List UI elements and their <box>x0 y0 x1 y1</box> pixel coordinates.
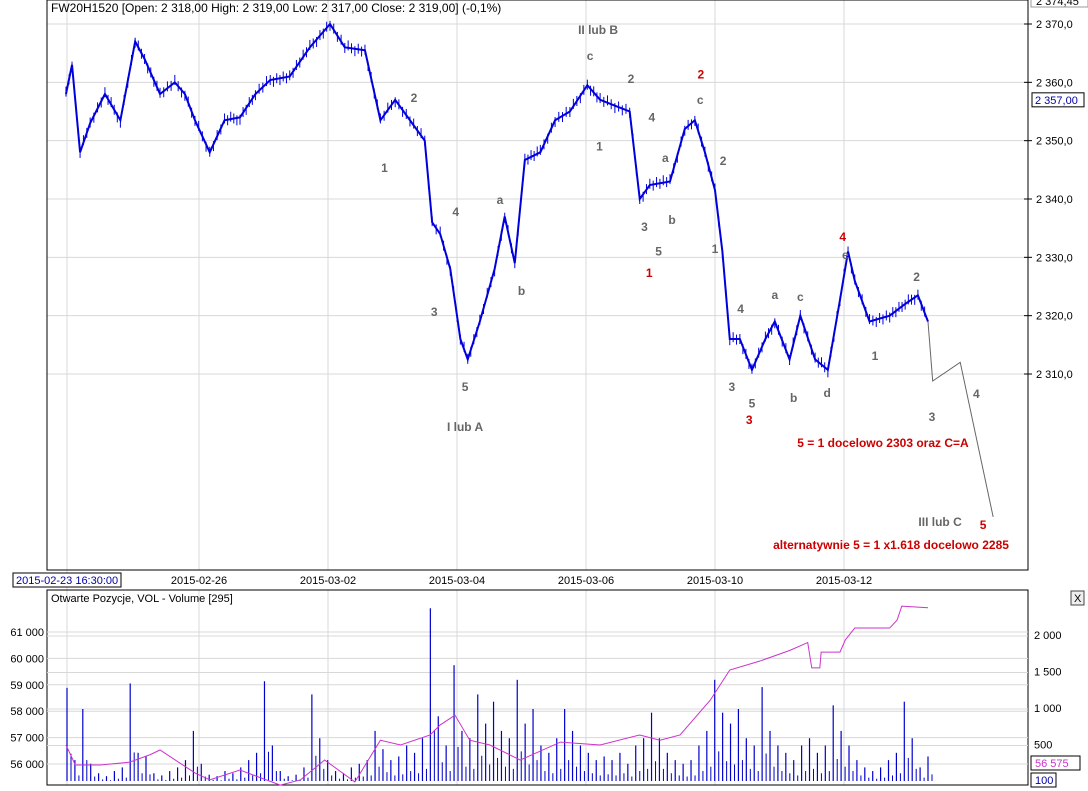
price-tick-label: 2 330,0 <box>1036 252 1073 264</box>
price-tick-label: 2 370,0 <box>1036 19 1073 31</box>
wave-annotation: 5 <box>980 518 987 532</box>
wave-annotation: 3 <box>746 413 753 427</box>
instrument-header: FW20H1520 [Open: 2 318,00 High: 2 319,00… <box>51 1 501 15</box>
wave-annotation: a <box>662 151 669 165</box>
price-top-box <box>1030 0 1088 8</box>
wave-annotation: 2 <box>913 270 920 284</box>
oi-tick-label: 57 000 <box>10 733 44 745</box>
volume-panel-title: Otwarte Pozycje, VOL - Volume [295] <box>51 593 233 605</box>
price-panel-frame <box>46 0 1029 571</box>
wave-annotation: 1 <box>596 139 603 153</box>
wave-annotation: 3 <box>431 305 438 319</box>
volume-value-box <box>1030 772 1057 788</box>
price-tick-label: 2 310,0 <box>1036 369 1073 381</box>
oi-tick-label: 58 000 <box>10 706 44 718</box>
wave-annotation: 3 <box>728 380 735 394</box>
oi-value-box <box>1030 755 1081 771</box>
wave-annotation: b <box>668 213 675 227</box>
wave-annotation: d <box>824 386 831 400</box>
wave-annotation: 4 <box>839 230 846 244</box>
time-tick-label: 2015-03-10 <box>687 575 743 587</box>
time-cursor-label: 2015-02-23 16:30:00 <box>16 575 118 587</box>
oi-tick-label: 59 000 <box>10 680 44 692</box>
price-tick-label: 2 320,0 <box>1036 311 1073 323</box>
wave-annotation: 5 <box>749 397 756 411</box>
wave-annotation: 2 <box>698 68 705 82</box>
volume-tick-label: 2 000 <box>1034 630 1062 642</box>
wave-annotation: 5 <box>655 244 662 258</box>
oi-tick-label: 60 000 <box>10 653 44 665</box>
wave-annotation: I lub A <box>447 420 484 434</box>
wave-annotation: 4 <box>452 205 459 219</box>
wave-annotation: 4 <box>973 387 980 401</box>
volume-panel-frame <box>46 589 1029 786</box>
projection-line <box>927 321 994 518</box>
time-tick-label: 2015-03-06 <box>558 575 614 587</box>
wave-annotation: 3 <box>929 410 936 424</box>
wave-annotation: 4 <box>737 302 744 316</box>
wave-annotation: 4 <box>649 110 656 124</box>
wave-annotation: b <box>518 284 525 298</box>
open-interest-line <box>65 605 929 786</box>
wave-annotation: c <box>697 93 704 107</box>
time-tick-label: 2015-03-12 <box>816 575 872 587</box>
oi-tick-label: 56 000 <box>10 759 44 771</box>
wave-annotation: III lub C <box>918 515 962 529</box>
time-tick-label: 2015-02-26 <box>171 575 227 587</box>
price-marker-label: 2 357,00 <box>1035 95 1078 107</box>
price-tick-label: 2 360,0 <box>1036 77 1073 89</box>
wave-annotation: 5 = 1 docelowo 2303 oraz C=A <box>797 436 969 450</box>
wave-annotation: 1 <box>872 349 879 363</box>
volume-tick-label: 500 <box>1034 740 1052 752</box>
volume-value-label: 100 <box>1035 775 1053 787</box>
price-top-label: 2 374,45 <box>1036 0 1079 8</box>
wave-annotation: a <box>771 288 778 302</box>
wave-annotation: II lub B <box>578 23 618 37</box>
wave-annotation: 2 <box>720 154 727 168</box>
wave-annotation: c <box>797 290 804 304</box>
close-icon[interactable]: X <box>1074 593 1082 605</box>
time-cursor-box <box>12 572 122 588</box>
wave-annotation: 2 <box>411 91 418 105</box>
volume-tick-label: 1 500 <box>1034 667 1062 679</box>
wave-annotation: 3 <box>641 220 648 234</box>
wave-annotation: 1 <box>712 242 719 256</box>
wave-annotation: 1 <box>381 161 388 175</box>
wave-annotation: 5 <box>462 380 469 394</box>
price-series-line <box>64 22 929 373</box>
volume-tick-label: 1 000 <box>1034 703 1062 715</box>
oi-tick-label: 61 000 <box>10 627 44 639</box>
wave-annotation: e <box>842 248 849 262</box>
wave-annotation: a <box>497 193 504 207</box>
time-tick-label: 2015-03-04 <box>429 575 485 587</box>
price-tick-label: 2 340,0 <box>1036 194 1073 206</box>
wave-annotation: 1 <box>646 266 653 280</box>
wave-annotation: b <box>790 391 797 405</box>
close-panel-button[interactable]: X <box>1070 590 1085 606</box>
time-tick-label: 2015-03-02 <box>300 575 356 587</box>
price-tick-label: 2 350,0 <box>1036 136 1073 148</box>
oi-value-label: 56 575 <box>1035 758 1069 770</box>
price-marker-box <box>1031 92 1085 108</box>
wave-annotation: alternatywnie 5 = 1 x1.618 docelowo 2285 <box>773 538 1009 552</box>
wave-annotation: 2 <box>628 72 635 86</box>
wave-annotation: c <box>587 49 594 63</box>
